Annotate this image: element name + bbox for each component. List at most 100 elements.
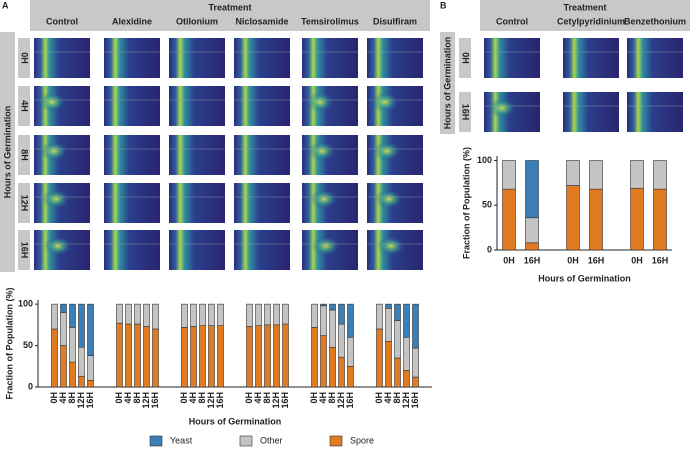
y-axis-label: Fraction of Population (%)	[4, 288, 14, 400]
heatmap-blob	[371, 92, 399, 112]
x-tick-label: 0H	[49, 392, 59, 404]
x-tick-label: 0H	[374, 392, 384, 404]
x-tick-label: 0H	[179, 392, 189, 404]
x-tick-label: 4H	[383, 392, 393, 404]
bar-segment	[116, 322, 123, 388]
bar-segment	[320, 303, 327, 307]
bar-segment	[525, 160, 539, 219]
row-label: 8H	[20, 149, 30, 161]
legend-swatch	[329, 435, 343, 447]
heatmap	[234, 86, 290, 126]
y-tick-label: 100	[477, 155, 492, 165]
y-axis-label: Fraction of Population (%)	[461, 147, 471, 259]
heatmap	[104, 86, 160, 126]
bar-segment	[51, 303, 58, 330]
bar-segment	[181, 327, 188, 388]
row-title-band	[0, 32, 15, 272]
x-tick-label: 4H	[123, 392, 133, 404]
bar-segment	[347, 365, 354, 388]
bar-segment	[69, 303, 76, 328]
bar-segment	[653, 160, 667, 190]
row-label-band	[459, 38, 471, 78]
bar-segment	[273, 303, 280, 326]
bar-segment	[69, 361, 76, 388]
x-tick-label: 0H	[309, 392, 319, 404]
heatmap	[234, 135, 290, 175]
bar-segment	[199, 303, 206, 326]
bar-segment	[653, 188, 667, 251]
bar-segment	[143, 303, 150, 327]
bar-segment	[255, 303, 262, 326]
bar-segment	[376, 303, 383, 330]
treatment-label: Benzethonium	[624, 16, 686, 26]
x-tick-label: 0H	[631, 255, 643, 265]
heatmap-blob	[44, 236, 72, 256]
bar-segment	[60, 312, 67, 346]
y-tick-label: 0	[487, 244, 492, 254]
treatment-label: Cetylpyridinium	[557, 16, 625, 26]
x-tick-label: 16H	[150, 392, 160, 409]
x-tick-label: 0H	[567, 255, 579, 265]
x-tick-label: 0H	[114, 392, 124, 404]
bar-segment	[217, 325, 224, 388]
heatmap	[563, 38, 619, 78]
x-tick-label: 12H	[401, 392, 411, 409]
bar-segment	[329, 346, 336, 388]
bar-segment	[264, 324, 271, 388]
x-tick-label: 12H	[141, 392, 151, 409]
row-label-band	[459, 92, 471, 132]
bar-segment	[525, 217, 539, 244]
heatmap	[169, 230, 225, 270]
bar-segment	[125, 303, 132, 325]
bar-segment	[385, 307, 392, 342]
heatmap	[484, 38, 540, 78]
bar-segment	[412, 376, 419, 388]
heatmap-blob	[308, 141, 336, 161]
row-label: 0H	[20, 52, 30, 64]
bar-segment	[69, 327, 76, 363]
header-band	[480, 0, 690, 31]
heatmap	[34, 38, 90, 78]
heatmap-blob	[40, 141, 68, 161]
x-tick-label: 8H	[197, 392, 207, 404]
row-label-band	[18, 86, 30, 126]
treatment-label: Temsirolimus	[301, 16, 359, 26]
bar-segment	[246, 303, 253, 327]
bar-segment	[403, 336, 410, 371]
heatmap	[169, 183, 225, 223]
x-tick-label: 12H	[76, 392, 86, 409]
heatmap	[104, 230, 160, 270]
heatmap-blob	[488, 98, 516, 118]
x-tick-label: 8H	[262, 392, 272, 404]
bar-segment	[152, 303, 159, 330]
x-axis-label: Hours of Germination	[189, 416, 282, 426]
x-tick-label: 4H	[188, 392, 198, 404]
bar-segment	[51, 328, 58, 388]
x-tick-label: 16H	[410, 392, 420, 409]
bar-segment	[338, 323, 345, 358]
bar-segment	[190, 326, 197, 388]
bar-segment	[385, 341, 392, 388]
heatmap	[627, 38, 683, 78]
bar-segment	[412, 303, 419, 349]
legend-label: Yeast	[170, 435, 193, 445]
bar-segment	[60, 345, 67, 388]
bar-segment	[566, 160, 580, 186]
heatmap-blob	[373, 141, 401, 161]
bar-segment	[78, 375, 85, 388]
bar-segment	[190, 303, 197, 327]
x-tick-label: 8H	[132, 392, 142, 404]
panel-label: A	[2, 0, 9, 10]
bar-segment	[217, 303, 224, 326]
bar-segment	[338, 303, 345, 325]
x-tick-label: 4H	[58, 392, 68, 404]
bar-segment	[320, 335, 327, 388]
bar-segment	[78, 346, 85, 377]
bar-segment	[255, 325, 262, 388]
row-label-band	[18, 38, 30, 78]
x-tick-label: 0H	[503, 255, 515, 265]
row-label: 16H	[461, 104, 471, 121]
bar-segment	[87, 303, 94, 356]
x-tick-label: 8H	[327, 392, 337, 404]
